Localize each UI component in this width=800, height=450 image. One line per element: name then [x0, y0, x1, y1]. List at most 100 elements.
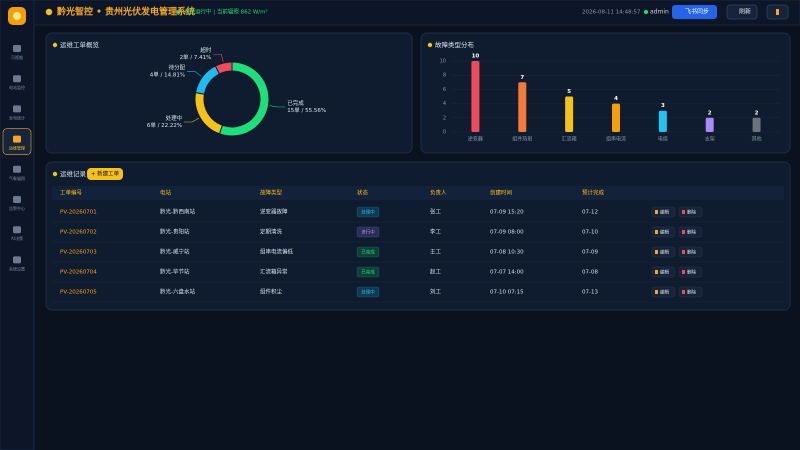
leader-line: [184, 117, 200, 123]
column-header: 故障类型: [260, 189, 283, 197]
table-cell: 定期清洗: [260, 228, 283, 236]
nav-label[interactable]: 运维管理: [9, 145, 25, 151]
bar-value-label: 7: [520, 75, 524, 81]
action-icon: [682, 230, 685, 234]
bar: [471, 61, 480, 132]
table-cell: 组件积尘: [260, 288, 283, 296]
action-button[interactable]: [651, 226, 676, 238]
table-cell: PV-20260702: [60, 230, 97, 236]
nav-icon: [13, 135, 21, 143]
action-button[interactable]: [678, 226, 703, 238]
x-tick-label: 组串电流: [606, 136, 626, 143]
card-dot: [52, 42, 58, 48]
refresh-button-label: 刷新: [739, 8, 751, 16]
nav-icon: [13, 105, 21, 113]
bar: [565, 96, 574, 132]
donut-category: 待分配: [169, 64, 186, 72]
table-title: 运维记录: [60, 169, 87, 178]
table-cell: 赵工: [430, 268, 442, 276]
table-cell: 07-09 15:20: [490, 210, 524, 216]
status-badge: [356, 266, 380, 278]
action-icon: [655, 230, 658, 234]
donut-category: 超时: [200, 46, 212, 54]
bar-value-label: 10: [472, 54, 480, 60]
datetime: 2026-08-11 14:48:57: [582, 10, 641, 16]
nav-label[interactable]: 电站监控: [9, 84, 25, 90]
status-text: 进行中: [361, 229, 375, 236]
action-label: 编辑: [660, 249, 669, 256]
status-badge: [356, 226, 380, 238]
action-label: 删除: [687, 269, 696, 276]
nav-label[interactable]: 发电统计: [9, 114, 25, 120]
logo-icon: [13, 12, 21, 20]
nav-label[interactable]: 告警中心: [9, 205, 25, 211]
donut-category: 已完成: [287, 99, 304, 107]
nav-icon: [13, 226, 21, 234]
action-label: 删除: [687, 229, 696, 236]
table-cell: 07-09: [582, 250, 598, 256]
donut-value-label: 4单 / 14.81%: [150, 71, 185, 79]
bar-value-label: 5: [567, 89, 571, 95]
action-icon: [655, 250, 658, 254]
table-cell: 07-13: [582, 290, 598, 296]
table-cell: 07-10 07:15: [490, 290, 524, 296]
table-cell: 黔光-黔西南站: [160, 208, 195, 216]
sync-button[interactable]: [672, 5, 717, 19]
refresh-button[interactable]: [726, 4, 758, 20]
leader-line: [213, 53, 224, 63]
table-cell: 黔光-威宁站: [160, 248, 190, 256]
leader-line: [269, 105, 286, 108]
app-title: 黔光智控 • 贵州光伏发电管理系统: [56, 6, 195, 18]
donut-value-label: 6单 / 22.22%: [147, 121, 182, 129]
y-tick-label: 0: [443, 130, 446, 136]
nav-label[interactable]: 系统设置: [9, 265, 25, 271]
action-button[interactable]: [651, 286, 676, 298]
nav-label[interactable]: 气象辐照: [9, 175, 25, 181]
action-button[interactable]: [678, 206, 703, 218]
action-icon: [655, 210, 658, 214]
nav-label[interactable]: 可视舱: [11, 54, 23, 60]
card-dot: [52, 171, 58, 177]
column-header: 创建时间: [490, 189, 512, 197]
table-card: [45, 161, 791, 311]
action-label: 删除: [687, 289, 696, 296]
status-text: 处理中: [361, 289, 375, 296]
action-button[interactable]: [651, 206, 676, 218]
action-button[interactable]: [678, 286, 703, 298]
table-cell: 07-07 14:00: [490, 270, 524, 276]
bar: [752, 117, 761, 132]
donut-value-label: 15单 / 55.56%: [287, 106, 326, 114]
nav-icon: [13, 45, 21, 52]
column-header: 预计完成: [582, 189, 605, 197]
table-cell: 黔光-毕节站: [160, 268, 190, 276]
title-dot: [45, 8, 53, 16]
action-label: 编辑: [660, 289, 669, 296]
table-cell: PV-20260703: [60, 250, 97, 256]
leader-line: [187, 71, 202, 77]
new-ticket-button[interactable]: [87, 168, 123, 180]
action-label: 删除: [687, 249, 696, 256]
action-button[interactable]: [651, 266, 676, 278]
bar: [658, 110, 667, 132]
action-button[interactable]: [678, 246, 703, 258]
bar-title: 故障类型分布: [435, 40, 475, 49]
donut-value-label: 2单 / 7.41%: [180, 53, 212, 61]
donut-category: 处理中: [166, 114, 183, 122]
x-tick-label: 支架: [705, 136, 715, 143]
table-cell: 张工: [430, 208, 442, 216]
table-cell: 组串电流偏低: [260, 248, 294, 256]
nav-label[interactable]: AI决策: [11, 235, 23, 241]
table-cell: 07-10: [582, 230, 598, 236]
status-text: 已完成: [361, 269, 375, 276]
nav-icon: [13, 75, 21, 83]
table-cell: 07-08 10:30: [490, 250, 524, 256]
bar: [612, 103, 620, 132]
bar-value-label: 2: [708, 110, 712, 116]
action-icon: [655, 270, 658, 274]
table-cell: 07-08: [582, 270, 598, 276]
action-button[interactable]: [651, 246, 676, 258]
action-button[interactable]: [678, 266, 703, 278]
table-cell: 刘工: [430, 288, 442, 296]
y-tick-label: 10: [440, 59, 446, 65]
action-label: 编辑: [660, 269, 669, 276]
